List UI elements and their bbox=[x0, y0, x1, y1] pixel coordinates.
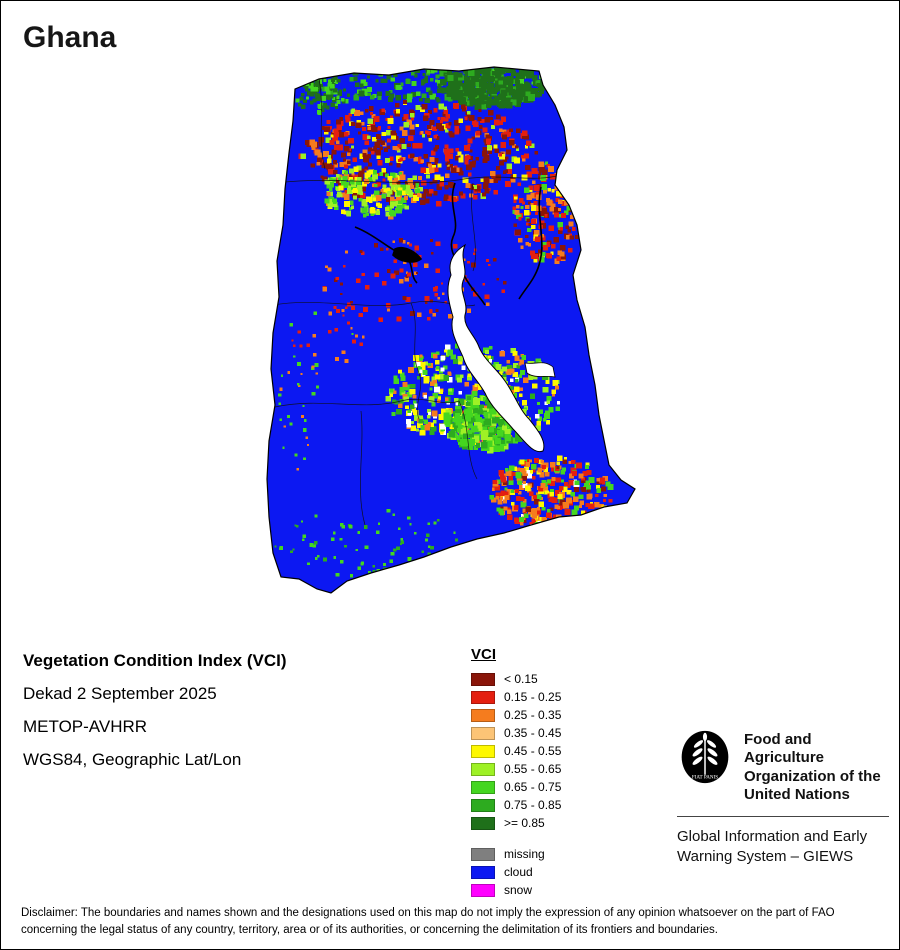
legend-row: 0.15 - 0.25 bbox=[471, 688, 561, 706]
legend-swatch bbox=[471, 672, 495, 686]
map-info-dekad: Dekad 2 September 2025 bbox=[23, 684, 217, 703]
legend-row: cloud bbox=[471, 863, 561, 881]
legend-label: snow bbox=[504, 883, 533, 897]
legend-extra: missing cloud snow bbox=[471, 845, 561, 899]
map-info-product: Vegetation Condition Index (VCI) bbox=[23, 651, 287, 670]
legend-label: 0.65 - 0.75 bbox=[504, 780, 562, 794]
ghana-vci-map-svg bbox=[266, 66, 636, 594]
legend-row: missing bbox=[471, 845, 561, 863]
legend-title: VCI bbox=[471, 646, 497, 663]
legend-label: 0.35 - 0.45 bbox=[504, 726, 562, 740]
legend-swatch bbox=[471, 780, 495, 794]
legend-swatch bbox=[471, 762, 495, 776]
legend-label: cloud bbox=[504, 865, 533, 879]
legend-swatch bbox=[471, 816, 495, 830]
fao-divider bbox=[677, 816, 889, 818]
legend-label: 0.55 - 0.65 bbox=[504, 762, 562, 776]
legend-label: 0.15 - 0.25 bbox=[504, 690, 562, 704]
ghana-map bbox=[259, 65, 651, 615]
fao-logo-icon: FIAT PANIS bbox=[681, 730, 729, 784]
legend-swatch bbox=[471, 744, 495, 758]
legend-row: 0.65 - 0.75 bbox=[471, 778, 561, 796]
legend-swatch bbox=[471, 865, 495, 879]
legend-classes: < 0.15 0.15 - 0.25 0.25 - 0.35 0.35 - 0.45 0… bbox=[471, 670, 561, 832]
legend-row: snow bbox=[471, 881, 561, 899]
wheat-ear-icon bbox=[692, 732, 718, 765]
fao-block: FIAT PANIS Food and Agriculture Organiza… bbox=[677, 729, 889, 868]
legend-swatch bbox=[471, 883, 495, 897]
map-info-block: Vegetation Condition Index (VCI) Dekad 2… bbox=[23, 651, 287, 783]
map-info-projection: WGS84, Geographic Lat/Lon bbox=[23, 750, 242, 769]
country-outline bbox=[266, 66, 636, 594]
legend-swatch bbox=[471, 847, 495, 861]
legend-row: 0.55 - 0.65 bbox=[471, 760, 561, 778]
vci-raster-layer bbox=[274, 67, 614, 578]
fao-motto: FIAT PANIS bbox=[692, 774, 718, 780]
giews-label: Global Information and Early Warning Sys… bbox=[677, 828, 868, 866]
fao-top-row: FIAT PANIS Food and Agriculture Organiza… bbox=[677, 729, 889, 804]
legend-label: missing bbox=[504, 847, 545, 861]
vci-legend: VCI < 0.15 0.15 - 0.25 0.25 - 0.35 0.35 - 0… bbox=[471, 646, 561, 899]
legend-row: >= 0.85 bbox=[471, 814, 561, 832]
fao-org-name: Food and Agriculture Organization of the… bbox=[744, 731, 881, 803]
admin-boundaries-layer bbox=[272, 78, 562, 526]
legend-row: 0.25 - 0.35 bbox=[471, 706, 561, 724]
legend-row: < 0.15 bbox=[471, 670, 561, 688]
legend-label: 0.25 - 0.35 bbox=[504, 708, 562, 722]
legend-label: 0.45 - 0.55 bbox=[504, 744, 562, 758]
legend-row: 0.75 - 0.85 bbox=[471, 796, 561, 814]
map-info-sensor: METOP-AVHRR bbox=[23, 717, 148, 736]
legend-swatch bbox=[471, 798, 495, 812]
disclaimer-text: Disclaimer: The boundaries and names sho… bbox=[21, 906, 835, 936]
legend-label: < 0.15 bbox=[504, 672, 538, 686]
legend-row: 0.45 - 0.55 bbox=[471, 742, 561, 760]
page-title: Ghana bbox=[23, 21, 117, 54]
legend-label: 0.75 - 0.85 bbox=[504, 798, 562, 812]
legend-swatch bbox=[471, 708, 495, 722]
legend-swatch bbox=[471, 726, 495, 740]
lake-volta bbox=[447, 243, 556, 453]
legend-row: 0.35 - 0.45 bbox=[471, 724, 561, 742]
legend-label: >= 0.85 bbox=[504, 816, 545, 830]
legend-swatch bbox=[471, 690, 495, 704]
